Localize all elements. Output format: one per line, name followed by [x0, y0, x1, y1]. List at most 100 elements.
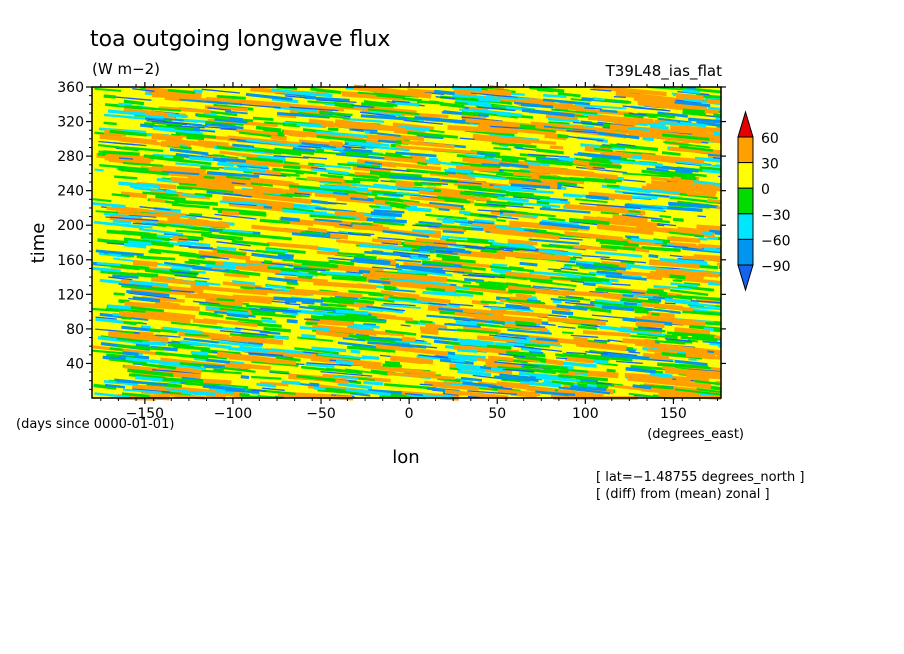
field-streak [225, 361, 271, 371]
chart-units: (W m−2) [92, 60, 160, 78]
field-streak [266, 241, 319, 250]
field-streak [646, 273, 663, 281]
field-streak [226, 175, 251, 181]
field-streak [315, 329, 349, 339]
field-streak [188, 156, 214, 162]
field-streak [403, 261, 460, 272]
field-streak [549, 145, 564, 150]
field-streak [458, 366, 485, 373]
field-streak [699, 392, 715, 397]
field-streak [558, 386, 611, 395]
field-streak [609, 143, 659, 152]
field-streak [605, 274, 648, 281]
field-streak [530, 121, 615, 133]
y-tick-label: 200 [57, 218, 84, 234]
field-streak [319, 212, 361, 219]
field-streak [269, 371, 291, 375]
field-streak [216, 162, 234, 167]
field-streak [714, 231, 722, 236]
field-streak [155, 334, 181, 338]
field-streak [516, 340, 562, 347]
field-streak [552, 299, 562, 304]
field-streak [595, 287, 632, 294]
field-streak [560, 290, 606, 298]
field-streak [641, 302, 683, 311]
field-streak [174, 274, 210, 280]
field-streak [502, 368, 534, 373]
field-streak [286, 318, 298, 324]
field-streak [539, 221, 590, 230]
field-streak [527, 161, 550, 167]
field-streak [623, 113, 644, 119]
field-streak [360, 145, 375, 150]
field-streak [496, 218, 506, 223]
colorbar-bin [737, 187, 754, 215]
field-streak [92, 198, 112, 203]
field-streak [555, 357, 568, 360]
field-streak [98, 150, 115, 155]
field-streak [428, 157, 439, 162]
field-streak [192, 300, 220, 305]
field-streak [382, 363, 402, 368]
field-streak [272, 167, 318, 175]
field-streak [688, 358, 697, 361]
field-streak [532, 285, 575, 291]
field-streak [519, 211, 556, 218]
field-streak [222, 229, 253, 234]
field-streak [116, 379, 168, 386]
field-streak [622, 192, 670, 198]
x-axis-units: (degrees_east) [647, 427, 744, 442]
field-streak [553, 269, 596, 277]
field-streak [205, 96, 290, 108]
field-streak [539, 207, 591, 214]
field-streak [590, 88, 612, 92]
field-streak [646, 183, 717, 194]
field-streak [613, 384, 677, 395]
field-streak [332, 315, 367, 323]
field-streak [171, 270, 198, 275]
field-streak [568, 217, 610, 225]
field-streak [634, 309, 649, 314]
field-streak [364, 250, 411, 257]
field-streak [420, 246, 434, 251]
colorbar-overflow-high [737, 110, 754, 138]
field-streak [148, 250, 162, 255]
field-streak [327, 303, 347, 308]
field-streak [668, 146, 722, 155]
field-streak [556, 304, 588, 311]
field-streak [665, 258, 699, 265]
field-streak [690, 299, 722, 304]
field-streak [596, 319, 609, 322]
colorbar: 60 30 0 −30 −60 −90 [737, 110, 791, 292]
field-streak [563, 184, 584, 189]
field-streak [176, 185, 193, 190]
field-streak [127, 368, 174, 377]
field-streak [120, 138, 180, 148]
field-streak [158, 124, 195, 131]
field-streak [166, 124, 205, 129]
field-streak [564, 231, 624, 242]
field-streak [259, 381, 289, 387]
field-streak [103, 380, 139, 386]
field-streak [403, 201, 462, 211]
field-streak [623, 302, 637, 306]
field-streak [384, 201, 408, 207]
field-streak [435, 250, 453, 253]
field-streak [355, 332, 370, 337]
field-streak [108, 252, 122, 258]
field-streak [262, 387, 285, 391]
field-streak [259, 330, 281, 335]
field-streak [625, 366, 656, 374]
field-streak [474, 136, 512, 145]
field-streak [190, 350, 209, 356]
field-streak [689, 305, 722, 311]
field-streak [361, 222, 373, 226]
field-streak [145, 283, 204, 294]
field-streak [165, 189, 177, 195]
field-streak [369, 131, 401, 137]
field-streak [456, 328, 499, 335]
field-streak [358, 269, 371, 274]
field-streak [458, 210, 471, 215]
field-streak [467, 101, 492, 108]
y-tick-label: 40 [66, 356, 84, 372]
